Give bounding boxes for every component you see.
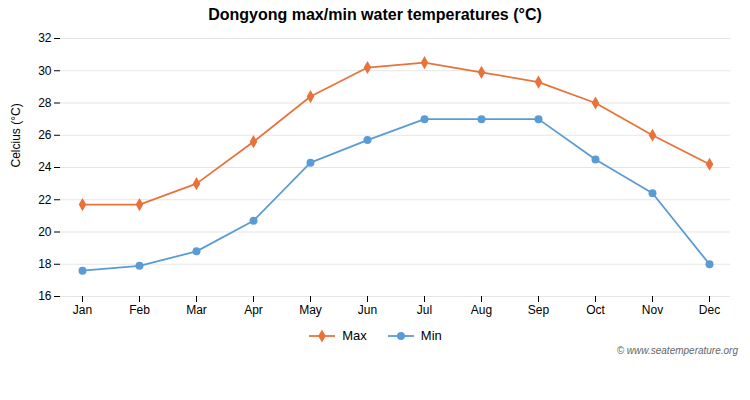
svg-text:Oct: Oct bbox=[586, 303, 605, 317]
svg-text:Apr: Apr bbox=[244, 303, 263, 317]
svg-text:18: 18 bbox=[38, 257, 52, 271]
svg-text:24: 24 bbox=[38, 160, 52, 174]
svg-text:Sep: Sep bbox=[528, 303, 550, 317]
html-text:Min: Min bbox=[420, 328, 442, 343]
svg-text:28: 28 bbox=[38, 96, 52, 110]
svg-text:Feb: Feb bbox=[129, 303, 150, 317]
svg-text:16: 16 bbox=[38, 289, 52, 303]
svg-text:Jul: Jul bbox=[417, 303, 432, 317]
svg-text:Jan: Jan bbox=[73, 303, 92, 317]
html-text:Max: Max bbox=[342, 328, 367, 343]
svg-text:Dec: Dec bbox=[699, 303, 720, 317]
html-text:© www.seatemperature.org: © www.seatemperature.org bbox=[616, 345, 738, 356]
svg-text:Jun: Jun bbox=[358, 303, 377, 317]
html-text:Dongyong max/min water tempera: Dongyong max/min water temperatures (°C) bbox=[208, 6, 542, 23]
svg-text:May: May bbox=[299, 303, 322, 317]
svg-text:Nov: Nov bbox=[642, 303, 663, 317]
svg-text:32: 32 bbox=[38, 31, 52, 45]
svg-text:22: 22 bbox=[38, 193, 52, 207]
svg-text:20: 20 bbox=[38, 225, 52, 239]
svg-text:Aug: Aug bbox=[471, 303, 492, 317]
svg-text:26: 26 bbox=[38, 128, 52, 142]
svg-text:30: 30 bbox=[38, 64, 52, 78]
svg-text:Celcius (°C): Celcius (°C) bbox=[9, 103, 23, 167]
svg-text:Mar: Mar bbox=[186, 303, 207, 317]
